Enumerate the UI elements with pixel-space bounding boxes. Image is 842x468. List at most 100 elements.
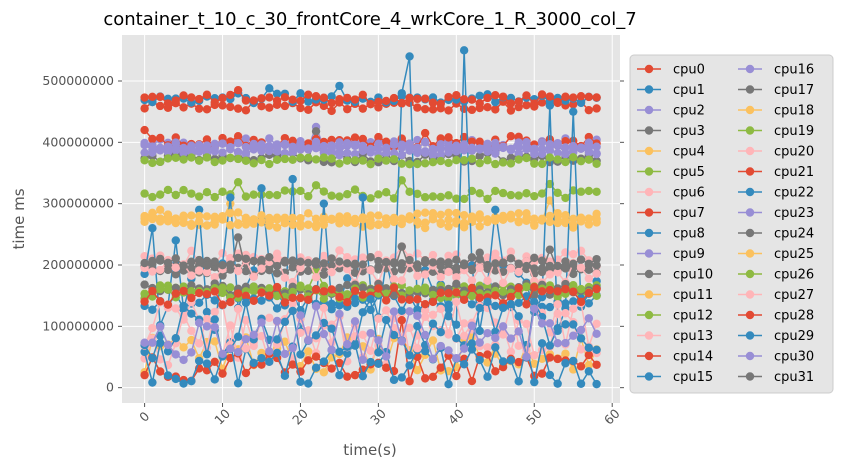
data-point [304, 347, 313, 356]
data-point [561, 157, 570, 167]
data-point [405, 323, 414, 333]
data-point [319, 303, 329, 313]
data-point [155, 367, 165, 376]
data-point [475, 303, 484, 313]
data-point [584, 274, 594, 283]
data-point [444, 300, 453, 309]
legend-item-cpu10: cpu10 [637, 268, 713, 283]
data-point [506, 144, 516, 153]
data-point [514, 217, 523, 227]
data-point [506, 334, 516, 343]
data-point [327, 305, 336, 314]
data-point [296, 328, 305, 337]
data-point [452, 297, 461, 307]
data-point [475, 91, 484, 100]
data-point [202, 105, 212, 114]
data-point [413, 295, 422, 304]
data-point [514, 97, 523, 106]
data-point [187, 293, 196, 303]
data-point [163, 371, 173, 380]
legend-label: cpu29 [774, 329, 814, 344]
data-point [257, 94, 266, 103]
legend-label: cpu20 [774, 145, 814, 160]
data-point [257, 332, 266, 341]
data-point [475, 158, 484, 168]
data-point [467, 345, 477, 354]
data-point [202, 322, 212, 331]
data-point [218, 369, 227, 378]
data-point [374, 220, 383, 229]
data-point [561, 193, 570, 203]
data-point [569, 250, 578, 259]
x-tick-label: 50 [523, 406, 545, 428]
data-point [350, 95, 360, 104]
data-point [148, 208, 157, 218]
data-point [257, 155, 266, 165]
data-point [233, 266, 243, 276]
data-point [304, 144, 313, 153]
data-point [249, 190, 258, 199]
legend-marker [745, 146, 755, 156]
legend-marker [745, 372, 755, 381]
data-point [498, 330, 508, 339]
data-point [171, 304, 180, 313]
data-point [350, 268, 360, 277]
data-point [311, 363, 321, 372]
data-point [202, 307, 212, 317]
data-point [319, 153, 329, 162]
data-point [319, 187, 329, 196]
data-point [249, 96, 258, 105]
legend-marker [644, 105, 654, 115]
data-point [202, 314, 212, 324]
data-point [444, 380, 453, 389]
data-point [366, 295, 375, 304]
data-point [233, 289, 243, 298]
data-point [506, 247, 516, 256]
data-point [569, 214, 578, 224]
data-point [459, 344, 469, 353]
data-point [397, 306, 406, 315]
legend-marker [644, 146, 654, 156]
data-point [397, 219, 406, 229]
data-point [202, 289, 212, 299]
data-point [467, 154, 477, 163]
data-point [171, 153, 180, 163]
data-point [241, 344, 251, 353]
data-point [249, 256, 258, 266]
legend-label: cpu16 [774, 63, 814, 78]
data-point [475, 99, 484, 108]
data-point [576, 255, 586, 264]
data-point [584, 367, 594, 376]
data-point [343, 349, 352, 358]
data-point [272, 215, 282, 224]
data-point [335, 219, 344, 228]
data-point [171, 350, 180, 359]
data-point [358, 215, 368, 224]
legend-label: cpu31 [774, 370, 814, 385]
data-point [569, 320, 578, 329]
data-point [553, 287, 562, 296]
data-point [413, 284, 422, 294]
data-point [545, 319, 555, 328]
data-point [218, 248, 227, 258]
data-point [545, 245, 555, 254]
data-point [288, 155, 297, 164]
data-point [569, 186, 578, 195]
data-point [304, 90, 313, 99]
legend-label: cpu0 [673, 63, 705, 78]
data-point [179, 143, 188, 153]
data-point [179, 355, 188, 365]
data-point [553, 218, 562, 228]
data-point [311, 220, 321, 230]
data-point [569, 304, 578, 314]
data-point [374, 314, 383, 323]
data-point [358, 290, 368, 299]
data-point [420, 330, 430, 340]
data-point [584, 105, 594, 115]
data-point [350, 341, 360, 350]
data-point [491, 367, 500, 376]
data-point [569, 100, 578, 109]
legend-marker [745, 187, 755, 197]
data-point [296, 89, 305, 98]
data-point [335, 81, 344, 91]
